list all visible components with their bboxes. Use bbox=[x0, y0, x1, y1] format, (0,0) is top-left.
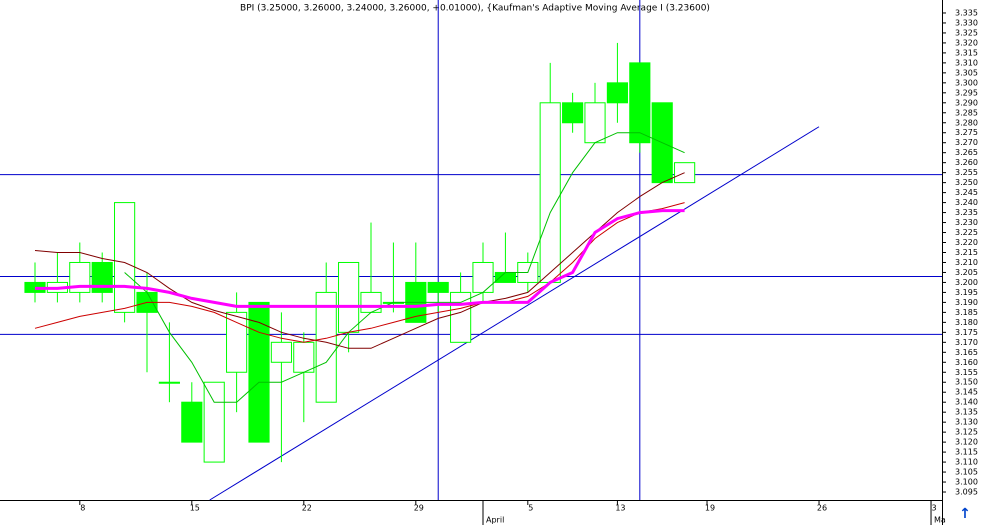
x-tick-label: 13 bbox=[615, 504, 625, 513]
y-tick-label: 3.215 bbox=[955, 248, 978, 257]
y-tick-label: 3.185 bbox=[955, 308, 978, 317]
y-tick-label: 3.130 bbox=[955, 418, 978, 427]
y-tick-label: 3.335 bbox=[955, 8, 978, 17]
candle-body bbox=[539, 102, 561, 283]
chart-title: BPI (3.25000, 3.26000, 3.24000, 3.26000,… bbox=[240, 4, 710, 14]
y-tick-label: 3.125 bbox=[955, 428, 978, 437]
y-tick-label: 3.145 bbox=[955, 388, 978, 397]
y-tick-label: 3.115 bbox=[955, 448, 978, 457]
y-tick-label: 3.230 bbox=[955, 218, 978, 227]
candle-body bbox=[226, 311, 248, 373]
x-tick-label: 8 bbox=[80, 504, 85, 513]
month-label: April bbox=[486, 516, 504, 525]
x-tick-label: 26 bbox=[817, 504, 827, 513]
y-tick-label: 3.200 bbox=[955, 278, 978, 287]
y-tick-label: 3.235 bbox=[955, 208, 978, 217]
scroll-arrow[interactable]: ↑ bbox=[959, 506, 971, 522]
y-tick-label: 3.315 bbox=[955, 48, 978, 57]
candle-body bbox=[181, 401, 203, 443]
x-tick-label: 15 bbox=[190, 504, 200, 513]
x-tick-label: 29 bbox=[414, 504, 424, 513]
candle-body bbox=[584, 102, 606, 144]
candle-body bbox=[114, 202, 136, 313]
moving-average-line bbox=[34, 172, 685, 349]
y-tick-label: 3.330 bbox=[955, 18, 978, 27]
y-tick-label: 3.285 bbox=[955, 108, 978, 117]
candle-body bbox=[606, 82, 628, 104]
y-tick-label: 3.310 bbox=[955, 58, 978, 67]
y-tick-label: 3.255 bbox=[955, 168, 978, 177]
y-tick-label: 3.300 bbox=[955, 78, 978, 87]
y-tick-label: 3.325 bbox=[955, 28, 978, 37]
y-tick-label: 3.180 bbox=[955, 318, 978, 327]
candle-body bbox=[158, 381, 180, 384]
y-tick-label: 3.105 bbox=[955, 468, 978, 477]
candle-body bbox=[472, 261, 494, 293]
y-tick-label: 3.150 bbox=[955, 378, 978, 387]
candle-body bbox=[91, 261, 113, 293]
candle-body bbox=[427, 281, 449, 293]
y-tick-label: 3.175 bbox=[955, 328, 978, 337]
y-tick-label: 3.160 bbox=[955, 358, 978, 367]
y-tick-label: 3.135 bbox=[955, 408, 978, 417]
y-tick-label: 3.140 bbox=[955, 398, 978, 407]
candle-body bbox=[674, 162, 696, 184]
candle-body bbox=[203, 381, 225, 463]
x-tick-label: 22 bbox=[302, 504, 312, 513]
y-tick-label: 3.205 bbox=[955, 268, 978, 277]
candle-body bbox=[248, 301, 270, 443]
y-tick-label: 3.210 bbox=[955, 258, 978, 267]
x-tick-label: 19 bbox=[705, 504, 715, 513]
y-tick-label: 3.155 bbox=[955, 368, 978, 377]
y-tick-label: 3.270 bbox=[955, 138, 978, 147]
y-tick-label: 3.290 bbox=[955, 98, 978, 107]
y-tick-label: 3.280 bbox=[955, 118, 978, 127]
x-tick-label: 5 bbox=[528, 504, 533, 513]
moving-average-line bbox=[34, 202, 685, 343]
candle-body bbox=[315, 291, 337, 403]
y-tick-label: 3.220 bbox=[955, 238, 978, 247]
y-tick-label: 3.095 bbox=[955, 488, 978, 497]
y-tick-label: 3.275 bbox=[955, 128, 978, 137]
y-tick-label: 3.170 bbox=[955, 338, 978, 347]
x-tick-label: 3 bbox=[931, 504, 936, 513]
y-tick-label: 3.100 bbox=[955, 478, 978, 487]
y-tick-label: 3.190 bbox=[955, 298, 978, 307]
moving-average-line bbox=[124, 132, 685, 403]
y-tick-label: 3.240 bbox=[955, 198, 978, 207]
trend-line bbox=[209, 126, 820, 501]
y-tick-label: 3.110 bbox=[955, 458, 978, 467]
candle-body bbox=[270, 341, 292, 363]
y-tick-label: 3.305 bbox=[955, 68, 978, 77]
y-tick-label: 3.120 bbox=[955, 438, 978, 447]
y-tick-label: 3.225 bbox=[955, 228, 978, 237]
candle-body bbox=[338, 261, 360, 333]
candle-body bbox=[629, 62, 651, 144]
y-tick-label: 3.250 bbox=[955, 178, 978, 187]
y-tick-label: 3.195 bbox=[955, 288, 978, 297]
y-tick-label: 3.245 bbox=[955, 188, 978, 197]
candle-body bbox=[562, 102, 584, 124]
candle-body bbox=[293, 341, 315, 373]
candle-body bbox=[494, 271, 516, 283]
moving-average-line bbox=[35, 209, 685, 308]
candle-body bbox=[450, 291, 472, 343]
y-tick-label: 3.265 bbox=[955, 148, 978, 157]
y-tick-label: 3.165 bbox=[955, 348, 978, 357]
y-tick-label: 3.320 bbox=[955, 38, 978, 47]
y-tick-label: 3.260 bbox=[955, 158, 978, 167]
y-tick-label: 3.295 bbox=[955, 88, 978, 97]
month-label: Ma bbox=[934, 516, 946, 525]
